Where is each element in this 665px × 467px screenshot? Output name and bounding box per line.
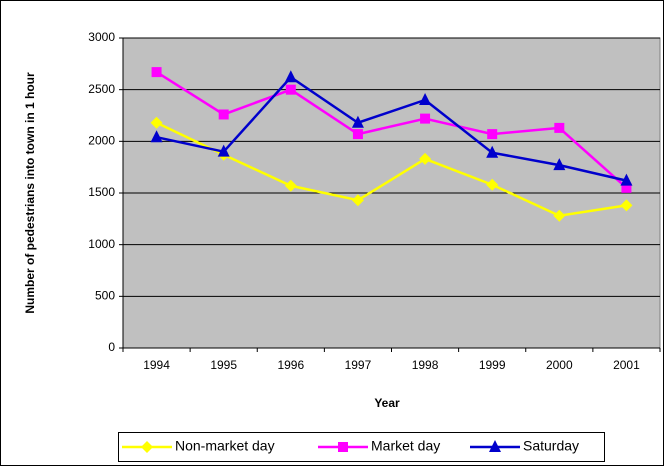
marker [141,441,153,453]
marker [217,144,230,157]
x-tick-label: 1998 [412,358,439,372]
marker [338,442,348,452]
marker [351,115,364,128]
marker [150,130,163,143]
marker [420,113,431,124]
x-tick-label: 1995 [210,358,237,372]
y-tick-label: 2500 [88,82,115,96]
marker [284,179,297,192]
marker [351,194,364,207]
y-axis-title: Number of pedestrians into town in 1 hou… [23,72,37,314]
y-tick-label: 3000 [88,30,115,44]
series-line [156,121,627,218]
legend-label: Market day [371,438,440,454]
marker [284,70,297,83]
x-axis-title: Year [374,396,400,410]
marker [487,129,498,140]
marker [553,158,566,171]
marker [620,199,633,212]
y-tick-label: 2000 [88,134,115,148]
y-tick-label: 0 [108,340,115,354]
marker [150,116,163,129]
marker [553,209,566,222]
marker [489,440,501,452]
marker [554,122,565,133]
marker [621,182,632,193]
series-line [155,71,628,189]
x-tick-label: 1999 [479,358,506,372]
y-tick-label: 500 [95,289,115,303]
y-tick-label: 1000 [88,237,115,251]
marker [486,178,499,191]
marker [419,152,432,165]
marker [352,129,363,140]
series-line [156,75,627,182]
marker [486,145,499,158]
legend-label: Saturday [523,438,579,454]
marker [218,109,229,120]
legend-label: Non-market day [175,438,275,454]
x-tick-label: 1997 [345,358,372,372]
marker [419,93,432,105]
y-tick-label: 1500 [88,185,115,199]
x-tick-label: 2000 [546,358,573,372]
x-tick-label: 1994 [143,358,170,372]
marker [620,173,633,186]
marker [285,84,296,95]
marker [151,67,162,78]
x-tick-label: 1996 [277,358,304,372]
x-tick-label: 2001 [613,358,640,372]
